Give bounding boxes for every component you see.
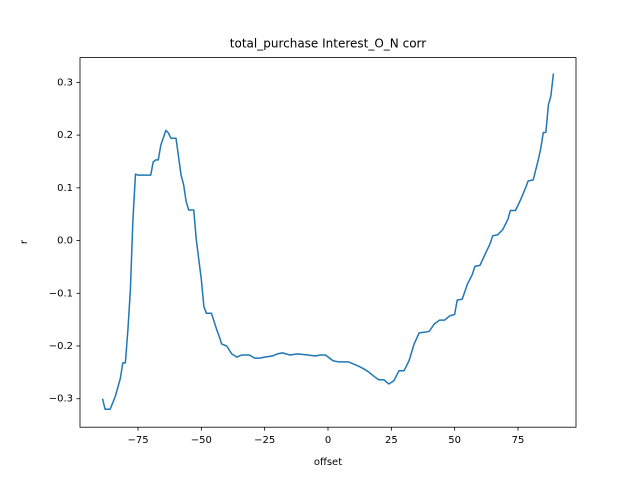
x-tick-label: 25 xyxy=(385,435,398,446)
x-tick-label: 50 xyxy=(448,435,461,446)
y-tick-label: 0.1 xyxy=(57,183,73,194)
data-line xyxy=(101,73,555,411)
y-tick-label: 0.0 xyxy=(57,236,73,247)
plot-frame xyxy=(79,57,577,428)
y-tick-label: −0.2 xyxy=(49,341,73,352)
y-tick-label: −0.3 xyxy=(49,394,73,405)
x-tick-label: −75 xyxy=(127,435,148,446)
chart-title: total_purchase Interest_O_N corr xyxy=(230,37,426,51)
x-tick-label: 0 xyxy=(325,435,331,446)
y-tick-label: 0.3 xyxy=(57,77,73,88)
y-axis-label: r xyxy=(19,239,30,244)
x-tick-label: −25 xyxy=(254,435,275,446)
x-axis-label: offset xyxy=(314,457,342,468)
x-tick-label: 75 xyxy=(512,435,525,446)
y-tick-label: 0.2 xyxy=(57,130,73,141)
y-tick-label: −0.1 xyxy=(49,288,73,299)
x-tick-label: −50 xyxy=(191,435,212,446)
